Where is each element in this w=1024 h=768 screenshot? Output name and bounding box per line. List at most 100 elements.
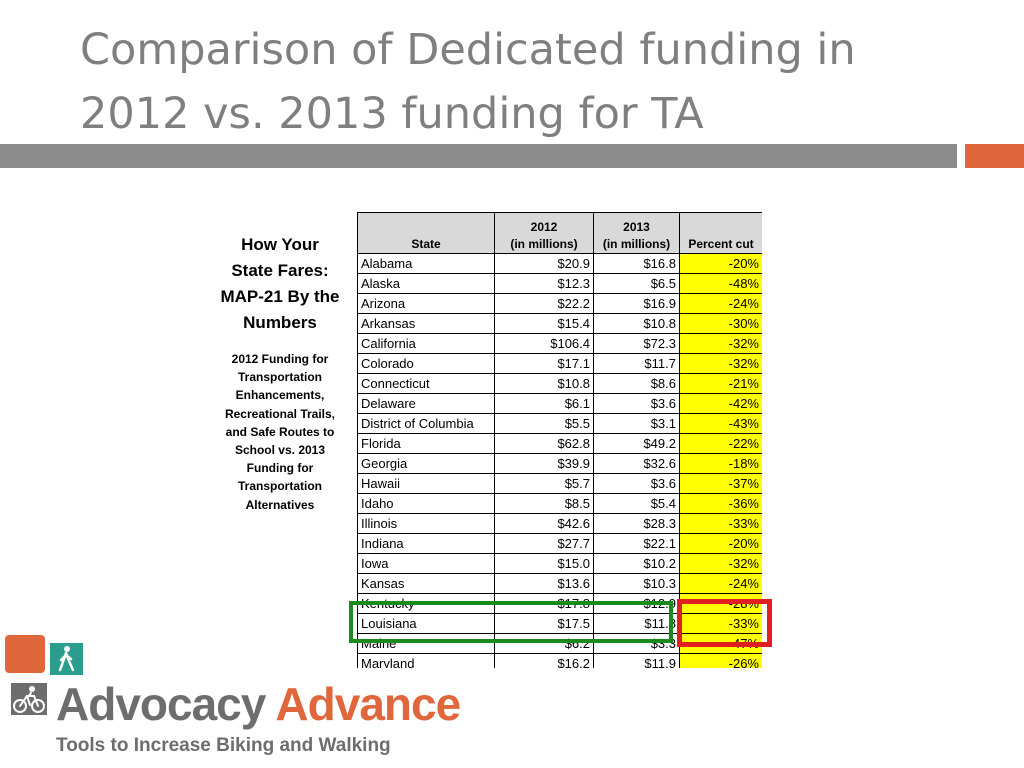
pedestrian-icon (50, 643, 83, 675)
table-row: District of Columbia $5.5 $3.1 -43% (357, 413, 762, 434)
percent-cut-cell: -36% (679, 493, 762, 514)
funding-2012-cell: $62.8 (494, 433, 594, 454)
funding-2013-cell: $16.8 (593, 253, 680, 274)
state-cell: Idaho (357, 493, 495, 514)
funding-2012-cell: $15.4 (494, 313, 594, 334)
state-cell: Delaware (357, 393, 495, 414)
table-row: Louisiana $17.5 $11.8 -33% (357, 613, 762, 634)
table-row: Alaska $12.3 $6.5 -48% (357, 273, 762, 294)
state-cell: Indiana (357, 533, 495, 554)
funding-2013-cell: $28.3 (593, 513, 680, 534)
header-2013-year: 2013 (623, 220, 650, 234)
table-row: Maryland $16.2 $11.9 -26% (357, 653, 762, 668)
state-cell: California (357, 333, 495, 354)
funding-table: State 2012 (in millions) 2013 (in millio… (357, 212, 762, 668)
funding-2012-cell: $39.9 (494, 453, 594, 474)
table-header-row: State 2012 (in millions) 2013 (in millio… (357, 212, 762, 254)
table-row: California $106.4 $72.3 -32% (357, 333, 762, 354)
state-cell: Arkansas (357, 313, 495, 334)
percent-cut-cell: -33% (679, 613, 762, 634)
percent-cut-cell: -43% (679, 413, 762, 434)
funding-2013-cell: $5.4 (593, 493, 680, 514)
table-row: Indiana $27.7 $22.1 -20% (357, 533, 762, 554)
state-cell: District of Columbia (357, 413, 495, 434)
sidebar-subheading: 2012 Funding for Transportation Enhancem… (224, 352, 336, 512)
state-cell: Louisiana (357, 613, 495, 634)
percent-cut-cell: -32% (679, 333, 762, 354)
louisiana-row-highlight (349, 601, 673, 643)
state-cell: Maryland (357, 653, 495, 668)
funding-2013-cell: $72.3 (593, 333, 680, 354)
percent-cut-cell: -37% (679, 473, 762, 494)
funding-2013-cell: $16.9 (593, 293, 680, 314)
funding-2012-cell: $10.8 (494, 373, 594, 394)
slide-title-line-2: 2012 vs. 2013 funding for TA (80, 89, 704, 139)
state-cell: Iowa (357, 553, 495, 574)
state-cell: Illinois (357, 513, 495, 534)
header-2012: 2012 (in millions) (494, 212, 594, 254)
table-body: Alabama $20.9 $16.8 -20% Alaska $12.3 $6.5 -48%… (357, 253, 762, 668)
percent-cut-cell: -32% (679, 553, 762, 574)
table-row: Delaware $6.1 $3.6 -42% (357, 393, 762, 414)
header-percent-cut: Percent cut (679, 212, 762, 254)
percent-cut-cell: -20% (679, 253, 762, 274)
table-row: Florida $62.8 $49.2 -22% (357, 433, 762, 454)
table-row: Alabama $20.9 $16.8 -20% (357, 253, 762, 274)
funding-2012-cell: $42.6 (494, 513, 594, 534)
brand-logo-text: Advocacy Advance (56, 677, 461, 731)
funding-2012-cell: $12.3 (494, 273, 594, 294)
louisiana-percent-highlight (677, 599, 772, 647)
percent-cut-cell: -32% (679, 353, 762, 374)
percent-cut-cell: -26% (679, 653, 762, 668)
state-cell: Alabama (357, 253, 495, 274)
funding-2013-cell: $6.5 (593, 273, 680, 294)
funding-2012-cell: $20.9 (494, 253, 594, 274)
table-row: Arizona $22.2 $16.9 -24% (357, 293, 762, 314)
header-2012-unit: (in millions) (510, 237, 578, 251)
percent-cut-cell: -22% (679, 433, 762, 454)
funding-2013-cell: $3.1 (593, 413, 680, 434)
header-state: State (357, 212, 495, 254)
brand-name-part-1: Advocacy (56, 678, 266, 730)
funding-2012-cell: $106.4 (494, 333, 594, 354)
funding-2012-cell: $6.1 (494, 393, 594, 414)
funding-2013-cell: $10.3 (593, 573, 680, 594)
slide-title-line-1: Comparison of Dedicated funding in (80, 25, 856, 75)
funding-table-image: State 2012 (in millions) 2013 (in millio… (357, 212, 762, 668)
percent-cut-cell: -20% (679, 533, 762, 554)
funding-2013-cell: $3.6 (593, 473, 680, 494)
state-cell: Alaska (357, 273, 495, 294)
state-cell: Connecticut (357, 373, 495, 394)
header-2012-year: 2012 (530, 220, 558, 234)
funding-2013-cell: $11.9 (593, 653, 680, 668)
funding-2013-cell: $49.2 (593, 433, 680, 454)
funding-2012-cell: $16.2 (494, 653, 594, 668)
funding-2013-cell: $11.7 (593, 353, 680, 374)
percent-cut-cell: -18% (679, 453, 762, 474)
table-row: Arkansas $15.4 $10.8 -30% (357, 313, 762, 334)
table-row: Connecticut $10.8 $8.6 -21% (357, 373, 762, 394)
percent-cut-cell: -30% (679, 313, 762, 334)
funding-2013-cell: $32.6 (593, 453, 680, 474)
state-cell: Kansas (357, 573, 495, 594)
table-row: Kansas $13.6 $10.3 -24% (357, 573, 762, 594)
table-row: Iowa $15.0 $10.2 -32% (357, 553, 762, 574)
table-row: Hawaii $5.7 $3.6 -37% (357, 473, 762, 494)
state-cell: Georgia (357, 453, 495, 474)
funding-2012-cell: $8.5 (494, 493, 594, 514)
percent-cut-cell: -42% (679, 393, 762, 414)
funding-2012-cell: $5.7 (494, 473, 594, 494)
funding-2013-cell: $22.1 (593, 533, 680, 554)
state-cell: Hawaii (357, 473, 495, 494)
sidebar-caption: How Your State Fares: MAP-21 By the Numb… (218, 232, 342, 514)
funding-2013-cell: $10.8 (593, 313, 680, 334)
funding-2012-cell: $13.6 (494, 573, 594, 594)
state-cell: Florida (357, 433, 495, 454)
funding-2012-cell: $27.7 (494, 533, 594, 554)
percent-cut-cell: -48% (679, 273, 762, 294)
header-2013-unit: (in millions) (602, 237, 671, 251)
sidebar-heading: How Your State Fares: MAP-21 By the Numb… (220, 235, 340, 332)
bicycle-icon (11, 683, 47, 715)
funding-2012-cell: $17.1 (494, 353, 594, 374)
table-row: Illinois $42.6 $28.3 -33% (357, 513, 762, 534)
